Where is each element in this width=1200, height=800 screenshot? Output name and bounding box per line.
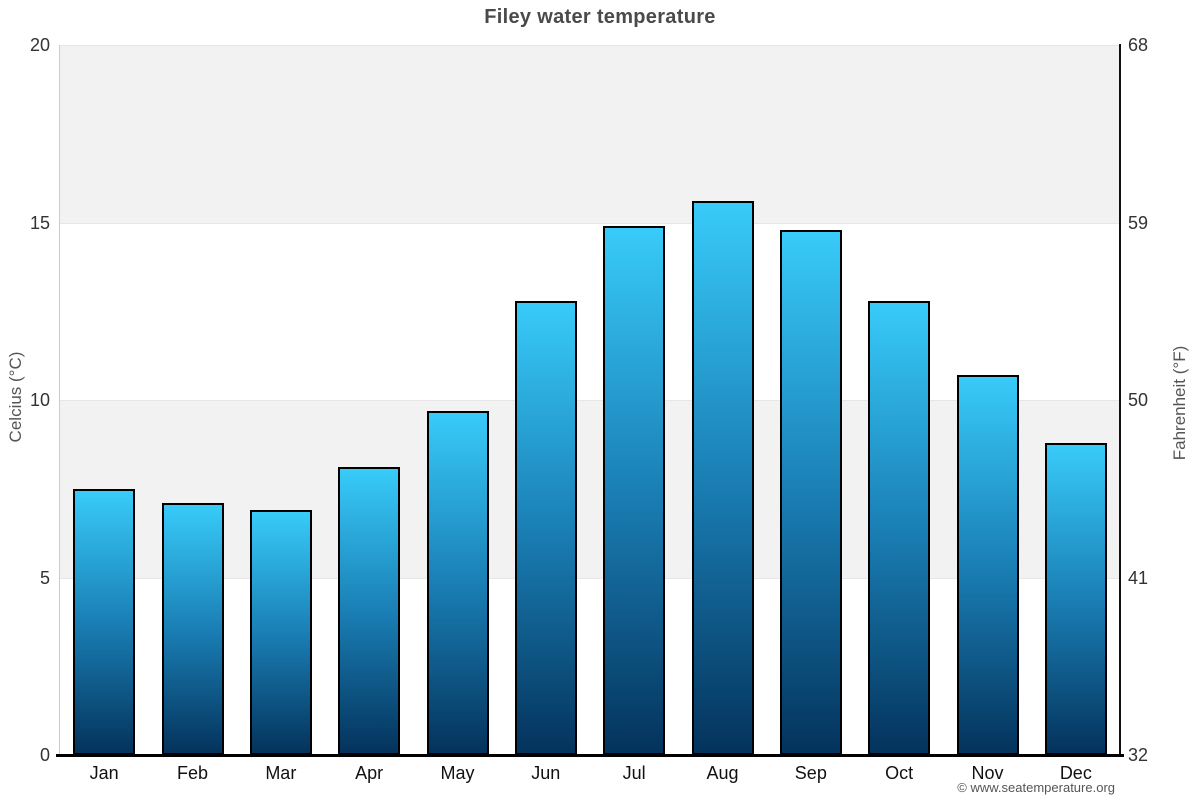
- gridline-10: [60, 400, 1120, 401]
- plot-area: [60, 45, 1120, 755]
- y-axis-left-line: [59, 45, 60, 755]
- y-tick-fahrenheit-68: 68: [1128, 35, 1149, 55]
- x-tick-aug: Aug: [706, 763, 739, 783]
- chart-title: Filey water temperature: [484, 6, 716, 28]
- gridline-20: [60, 45, 1120, 46]
- x-tick-sep: Sep: [794, 763, 827, 783]
- bar-apr[interactable]: [338, 467, 400, 755]
- bar-oct[interactable]: [868, 301, 930, 755]
- y-tick-celsius-15: 15: [29, 212, 50, 233]
- plot-band-5-10: [60, 400, 1120, 578]
- x-tick-oct: Oct: [885, 763, 914, 783]
- x-tick-mar: Mar: [265, 763, 297, 783]
- bar-mar[interactable]: [250, 510, 312, 755]
- gridline-5: [60, 578, 1120, 579]
- x-tick-jul: Jul: [622, 763, 646, 783]
- y-axis-right-line: [1119, 44, 1121, 757]
- y-tick-celsius-5: 5: [39, 567, 50, 588]
- y-tick-fahrenheit-32: 32: [1128, 745, 1149, 765]
- plot-band-10-15: [60, 222, 1120, 400]
- x-tick-dec: Dec: [1059, 763, 1092, 783]
- plot-band-15-20: [60, 45, 1120, 223]
- y-tick-celsius-0: 0: [39, 745, 50, 765]
- x-axis-line: [56, 754, 1124, 757]
- bar-nov[interactable]: [957, 375, 1019, 755]
- gridline-15: [60, 223, 1120, 224]
- bar-jun[interactable]: [515, 301, 577, 755]
- x-tick-feb: Feb: [176, 763, 208, 783]
- copyright-text: © www.seatemperature.org: [957, 780, 1115, 795]
- bar-may[interactable]: [427, 411, 489, 755]
- y-tick-fahrenheit-50: 50: [1128, 390, 1149, 410]
- bar-feb[interactable]: [162, 503, 224, 755]
- bar-dec[interactable]: [1045, 443, 1107, 755]
- bar-jul[interactable]: [603, 226, 665, 755]
- x-tick-may: May: [440, 763, 475, 783]
- bar-jan[interactable]: [73, 489, 135, 755]
- x-tick-apr: Apr: [355, 763, 384, 783]
- x-tick-jan: Jan: [89, 763, 119, 783]
- y-tick-fahrenheit-59: 59: [1128, 212, 1149, 233]
- x-tick-nov: Nov: [971, 763, 1004, 783]
- plot-band-0-5: [60, 577, 1120, 755]
- x-tick-jun: Jun: [531, 763, 561, 783]
- bar-sep[interactable]: [780, 230, 842, 755]
- y-tick-fahrenheit-41: 41: [1128, 567, 1149, 588]
- y-tick-celsius-20: 20: [29, 35, 50, 55]
- y-tick-celsius-10: 10: [29, 390, 50, 410]
- bar-aug[interactable]: [692, 201, 754, 755]
